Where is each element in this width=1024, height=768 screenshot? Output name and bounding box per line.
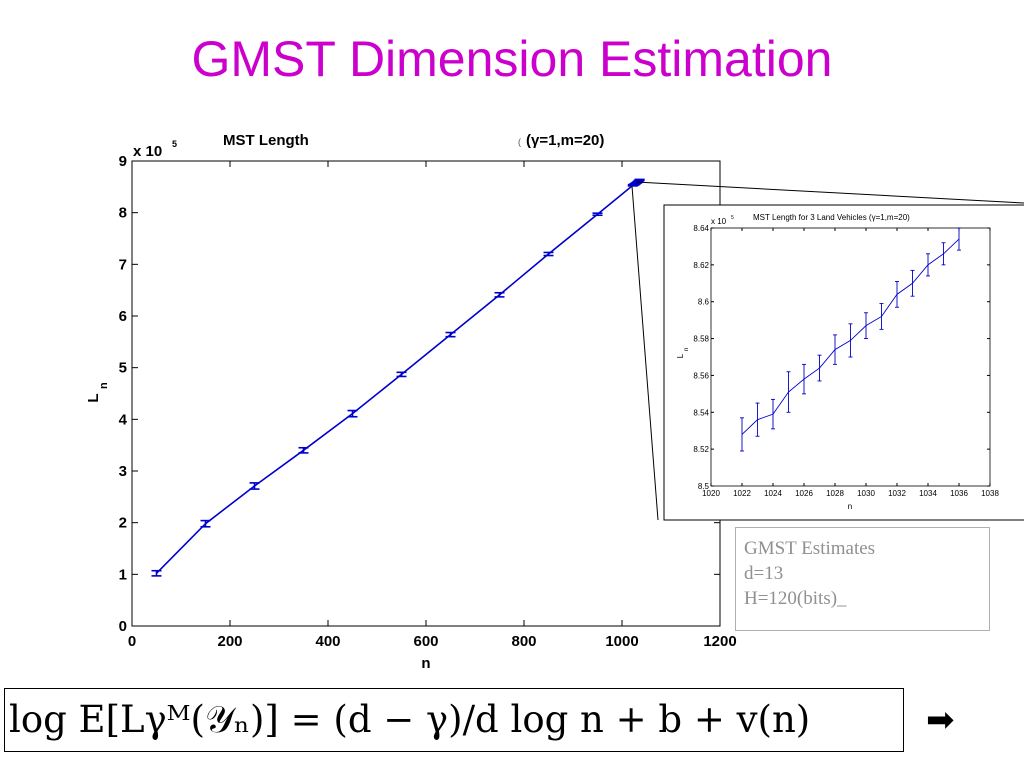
inset-series xyxy=(740,227,961,452)
zoom-line-top xyxy=(635,181,1024,204)
estimates-dimension: d=13 xyxy=(744,563,784,584)
y-tick-label: 4 xyxy=(119,411,128,428)
main-plot-area xyxy=(131,160,721,627)
x-tick-label: 1200 xyxy=(703,633,736,650)
x-tick-label: 1028 xyxy=(826,489,844,498)
error-bar xyxy=(298,446,309,454)
x-tick-label: 1038 xyxy=(981,489,999,498)
error-bar xyxy=(771,398,775,430)
error-bar xyxy=(543,251,554,257)
main-y-axis-label: L xyxy=(85,393,102,402)
inset-chart-title: MST Length for 3 Land Vehicles (γ=1,m=20… xyxy=(753,213,910,222)
y-tick-label: 2 xyxy=(119,515,127,532)
main-series xyxy=(151,178,645,577)
inset-scale-exponent: 5 xyxy=(731,215,734,221)
gmst-estimates-box: GMST Estimates d=13 H=120(bits)_ xyxy=(735,527,990,631)
inset-scale-label: x 10 xyxy=(711,217,727,226)
main-chart-title: MST Length xyxy=(223,132,309,149)
main-y-axis-label-sub: n xyxy=(98,382,110,389)
error-bar xyxy=(755,402,760,437)
error-bar xyxy=(802,363,806,395)
y-tick-label: 3 xyxy=(119,463,127,480)
error-bar xyxy=(833,334,837,365)
y-tick-label: 7 xyxy=(119,256,127,273)
y-tick-label: 1 xyxy=(119,566,127,583)
error-bar xyxy=(200,519,211,528)
x-tick-label: 1022 xyxy=(733,489,751,498)
x-tick-label: 1030 xyxy=(857,489,875,498)
x-tick-label: 1032 xyxy=(888,489,906,498)
x-tick-label: 200 xyxy=(217,633,242,650)
main-chart-title-params: (γ=1,m=20) xyxy=(526,132,604,149)
y-tick-label: 8.62 xyxy=(693,261,709,270)
error-bar xyxy=(151,569,162,577)
error-bar xyxy=(249,482,260,490)
estimates-entropy: H=120(bits)_ xyxy=(744,588,847,609)
main-axes: 0 200 400 600 800 1000 1200 0 1 2 3 4 5 6 7 8 9 xyxy=(119,153,737,650)
main-y-axis-label-group: L n xyxy=(85,382,110,403)
error-bar xyxy=(817,354,822,382)
error-bar xyxy=(396,371,407,378)
x-tick-label: 400 xyxy=(315,633,340,650)
x-tick-label: 1024 xyxy=(764,489,782,498)
inset-y-axis-label-sub: n xyxy=(684,348,690,351)
main-x-axis-label: n xyxy=(421,655,430,672)
error-bar xyxy=(848,323,853,358)
y-tick-label: 0 xyxy=(119,618,127,635)
y-tick-label: 5 xyxy=(119,360,127,377)
error-bar xyxy=(895,280,899,308)
inset-axes: 1020 1022 1024 1026 1028 1030 1032 1034 1036 1038… xyxy=(693,224,999,498)
error-bar xyxy=(879,303,884,330)
y-tick-label: 8.6 xyxy=(698,298,710,307)
error-bar xyxy=(634,178,645,182)
main-scale-exponent: 5 xyxy=(172,139,177,149)
y-tick-label: 8 xyxy=(119,205,127,222)
formula-box: log E[Lγᴹ(𝒴ₙ)] = (d − γ)/d log n + b + v… xyxy=(4,688,904,752)
x-tick-label: 0 xyxy=(128,633,136,650)
main-scale-label: x 10 xyxy=(133,143,162,160)
x-tick-label: 1020 xyxy=(702,489,720,498)
y-tick-label: 8.52 xyxy=(693,445,709,454)
x-tick-label: 600 xyxy=(413,633,438,650)
error-bar xyxy=(957,227,961,251)
error-bar xyxy=(941,242,946,266)
y-tick-label: 8.58 xyxy=(693,335,709,344)
y-tick-label: 8.5 xyxy=(698,482,710,491)
right-arrow-icon: ➡ xyxy=(926,700,955,740)
y-tick-label: 9 xyxy=(119,153,127,170)
x-tick-label: 1000 xyxy=(605,633,638,650)
slide-title: GMST Dimension Estimation xyxy=(191,31,833,87)
error-bar xyxy=(347,409,358,418)
x-tick-label: 1034 xyxy=(919,489,937,498)
error-bar xyxy=(864,312,868,340)
error-bar xyxy=(740,417,744,452)
error-bar xyxy=(445,331,456,338)
inset-x-axis-label: n xyxy=(848,502,852,511)
error-bar xyxy=(494,291,505,298)
main-chart-title-fragment: ( xyxy=(518,137,521,147)
y-tick-label: 8.54 xyxy=(693,408,709,417)
inset-y-axis-label-group: L n xyxy=(676,348,690,359)
x-tick-label: 1036 xyxy=(950,489,968,498)
estimates-heading: GMST Estimates xyxy=(744,538,876,559)
y-tick-label: 8.64 xyxy=(693,224,709,233)
y-tick-label: 6 xyxy=(119,308,127,325)
x-tick-label: 800 xyxy=(511,633,536,650)
x-tick-label: 1026 xyxy=(795,489,813,498)
zoom-line-bottom xyxy=(631,185,659,521)
error-bar xyxy=(926,253,930,277)
error-bar xyxy=(910,269,915,297)
error-bar xyxy=(786,371,791,413)
inset-y-axis-label: L xyxy=(676,353,685,358)
y-tick-label: 8.56 xyxy=(693,371,709,380)
error-bar xyxy=(592,212,603,217)
